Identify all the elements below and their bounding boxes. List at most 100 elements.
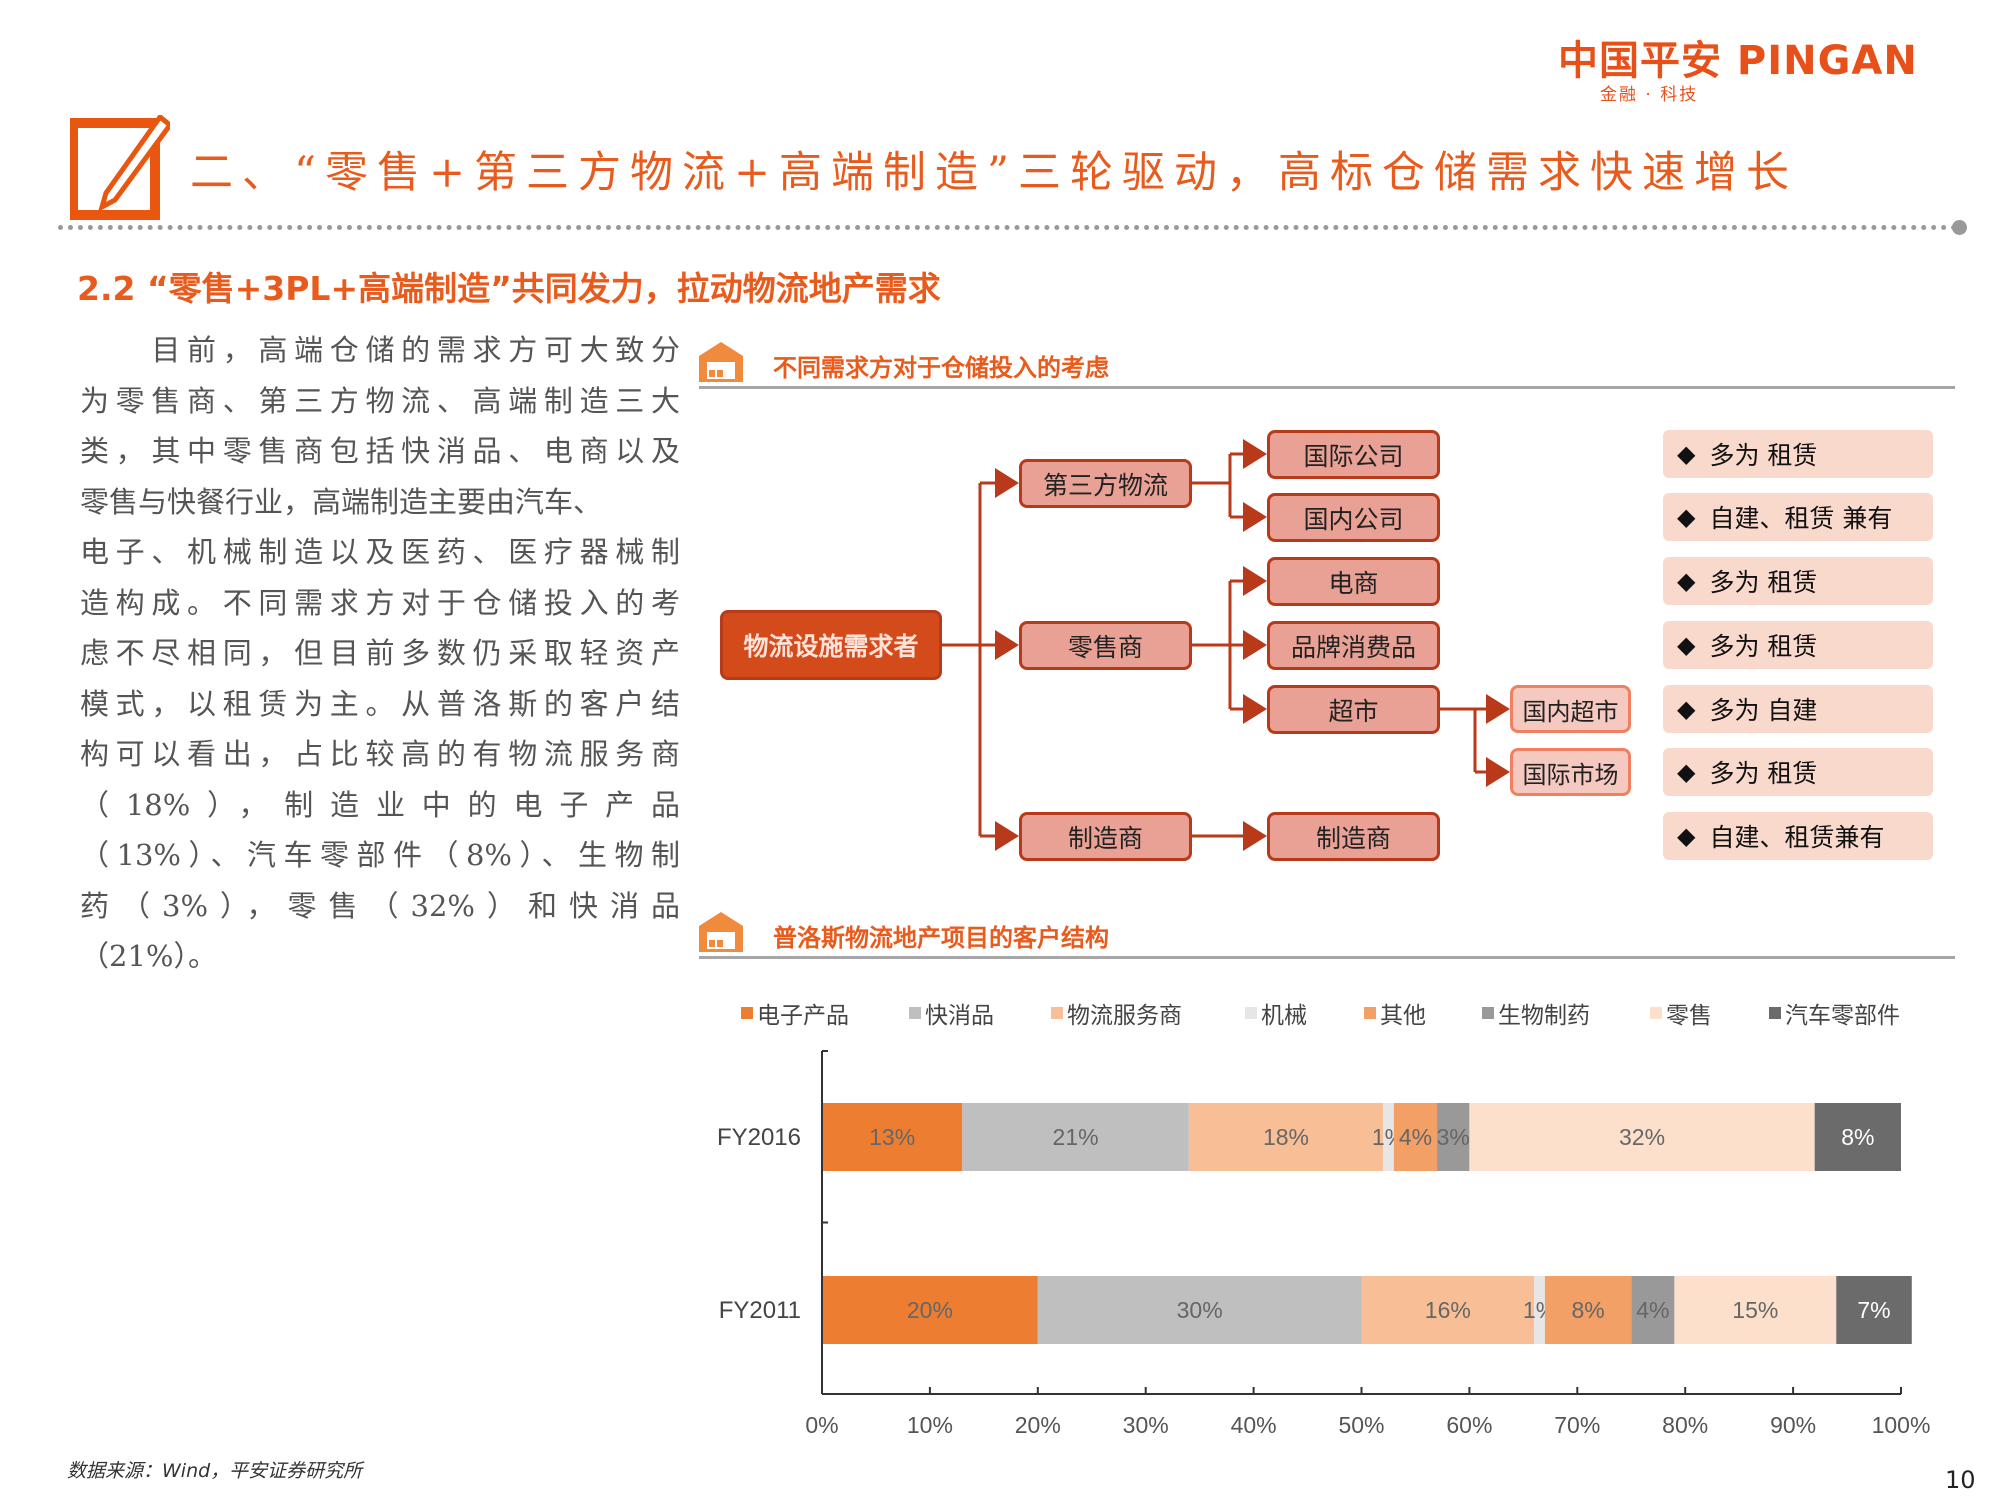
data-label: 16% [1425,1297,1471,1323]
data-label: 13% [869,1124,915,1150]
bar-segment [1188,1103,1384,1171]
divider-end-dot [1952,220,1967,235]
data-label: 8% [1841,1124,1874,1150]
data-label: 3% [1437,1124,1470,1150]
legend-label: 生物制药 [1498,1003,1590,1029]
x-tick-label: 50% [1338,1412,1384,1438]
legend-label: 零售 [1666,1003,1712,1029]
legend-swatch [909,1007,921,1019]
x-tick-label: 30% [1123,1412,1169,1438]
diagram-connectors [942,439,1510,851]
body-line: （13%）、汽车零部件（8%）、生物制 [80,838,680,872]
data-label: 20% [907,1297,953,1323]
node-intl-company: 国际公司 [1267,430,1440,479]
section-title-considerations: 不同需求方对于仓储投入的考虑 [773,353,1109,382]
diamond-bullet-icon: ◆ [1677,822,1696,850]
category-label: FY2011 [719,1297,801,1324]
bar-segment [1437,1103,1470,1171]
diamond-bullet-icon: ◆ [1677,503,1696,531]
page-title: 二、“零售+第三方物流+高端制造”三轮驱动，高标仓储需求快速增长 [190,148,1799,198]
x-tick-label: 0% [805,1412,838,1438]
bar-segment [1544,1276,1632,1344]
bar-segment [1037,1276,1362,1344]
data-label: 18% [1263,1124,1309,1150]
category-label: FY2016 [717,1124,801,1151]
data-label: 15% [1732,1297,1778,1323]
diamond-bullet-icon: ◆ [1677,631,1696,659]
body-line: 目前，高端仓储的需求方可大致分 [80,333,680,367]
x-tick-label: 10% [907,1412,953,1438]
body-line: （18%），制造业中的电子产品 [80,787,680,822]
consideration-text: 自建、租赁 兼有 [1709,504,1893,533]
diamond-bullet-icon: ◆ [1677,567,1696,595]
bar-segment [1393,1103,1438,1171]
node-manufacturer: 制造商 [1019,812,1192,861]
consideration-item: ◆ 多为 自建 [1663,685,1933,733]
diamond-bullet-icon: ◆ [1677,758,1696,786]
consideration-text: 多为 自建 [1709,696,1818,725]
warehouse-icon [699,912,743,956]
pingan-logo: 中国平安 PINGAN [1558,38,1918,84]
consideration-item: ◆ 自建、租赁兼有 [1663,812,1933,860]
section-divider [699,956,1955,959]
x-tick-label: 90% [1770,1412,1816,1438]
body-paragraph: 目前，高端仓储的需求方可大致分 为零售商、第三方物流、高端制造三大 类，其中零售… [80,325,680,982]
data-label: 4% [1399,1124,1432,1150]
data-label: 30% [1177,1297,1223,1323]
section-subtitle: 2.2 “零售+3PL+高端制造”共同发力，拉动物流地产需求 [77,269,941,308]
legend-label: 其他 [1380,1003,1426,1029]
pencil-icon [68,113,174,220]
legend-item: 快消品 [909,996,994,1030]
diamond-bullet-icon: ◆ [1677,695,1696,723]
bar-segment [1814,1103,1901,1171]
legend-label: 机械 [1261,1003,1307,1029]
data-label: 32% [1619,1124,1665,1150]
bar-segment [1674,1276,1837,1344]
legend-item: 生物制药 [1482,996,1590,1030]
data-label: 21% [1053,1124,1099,1150]
legend-swatch [1364,1007,1376,1019]
x-tick-label: 20% [1015,1412,1061,1438]
body-line: 电子、机械制造以及医药、医疗器械制 [80,535,680,569]
data-label: 8% [1571,1297,1604,1323]
consideration-item: ◆ 多为 租赁 [1663,748,1933,796]
diamond-bullet-icon: ◆ [1677,440,1696,468]
page-number: 10 [1945,1466,1976,1494]
body-line: 为零售商、第三方物流、高端制造三大 [80,383,680,418]
legend-item: 汽车零部件 [1769,996,1900,1030]
consideration-text: 多为 租赁 [1709,759,1818,788]
legend-item: 其他 [1364,996,1426,1030]
consideration-text: 多为 租赁 [1709,632,1818,661]
node-3pl: 第三方物流 [1019,459,1192,508]
bar-segment [822,1103,963,1171]
legend-label: 汽车零部件 [1785,1003,1900,1029]
legend-swatch [1051,1007,1063,1019]
legend-label: 电子产品 [757,1003,849,1029]
bar-segment [1361,1276,1535,1344]
body-line: 模式，以租赁为主。从普洛斯的客户结 [80,686,680,721]
legend-swatch [1245,1007,1257,1019]
consideration-text: 自建、租赁兼有 [1709,823,1885,852]
legend-swatch [1482,1007,1494,1019]
data-source: 数据来源：Wind，平安证券研究所 [67,1460,363,1482]
bar-segment [1469,1103,1815,1171]
node-intl-market: 国际市场 [1510,748,1631,796]
body-line: 虑不尽相同，但目前多数仍采取轻资产 [80,636,680,670]
node-domestic-company: 国内公司 [1267,493,1440,542]
legend-swatch [1650,1007,1662,1019]
consideration-text: 多为 租赁 [1709,441,1818,470]
consideration-text: 多为 租赁 [1709,568,1818,597]
legend-swatch [1769,1007,1781,1019]
x-tick-label: 60% [1446,1412,1492,1438]
node-retailer: 零售商 [1019,621,1192,670]
consideration-item: ◆ 多为 租赁 [1663,621,1933,669]
body-line: 药（3%），零售（32%）和快消品 [80,888,680,923]
warehouse-icon [699,342,743,386]
bar-segment [1383,1103,1394,1171]
body-line: （21%）。 [80,939,217,973]
bar-segment [1836,1276,1912,1344]
node-supermarket: 超市 [1267,685,1440,734]
legend-swatch [741,1007,753,1019]
data-label: 4% [1636,1297,1669,1323]
